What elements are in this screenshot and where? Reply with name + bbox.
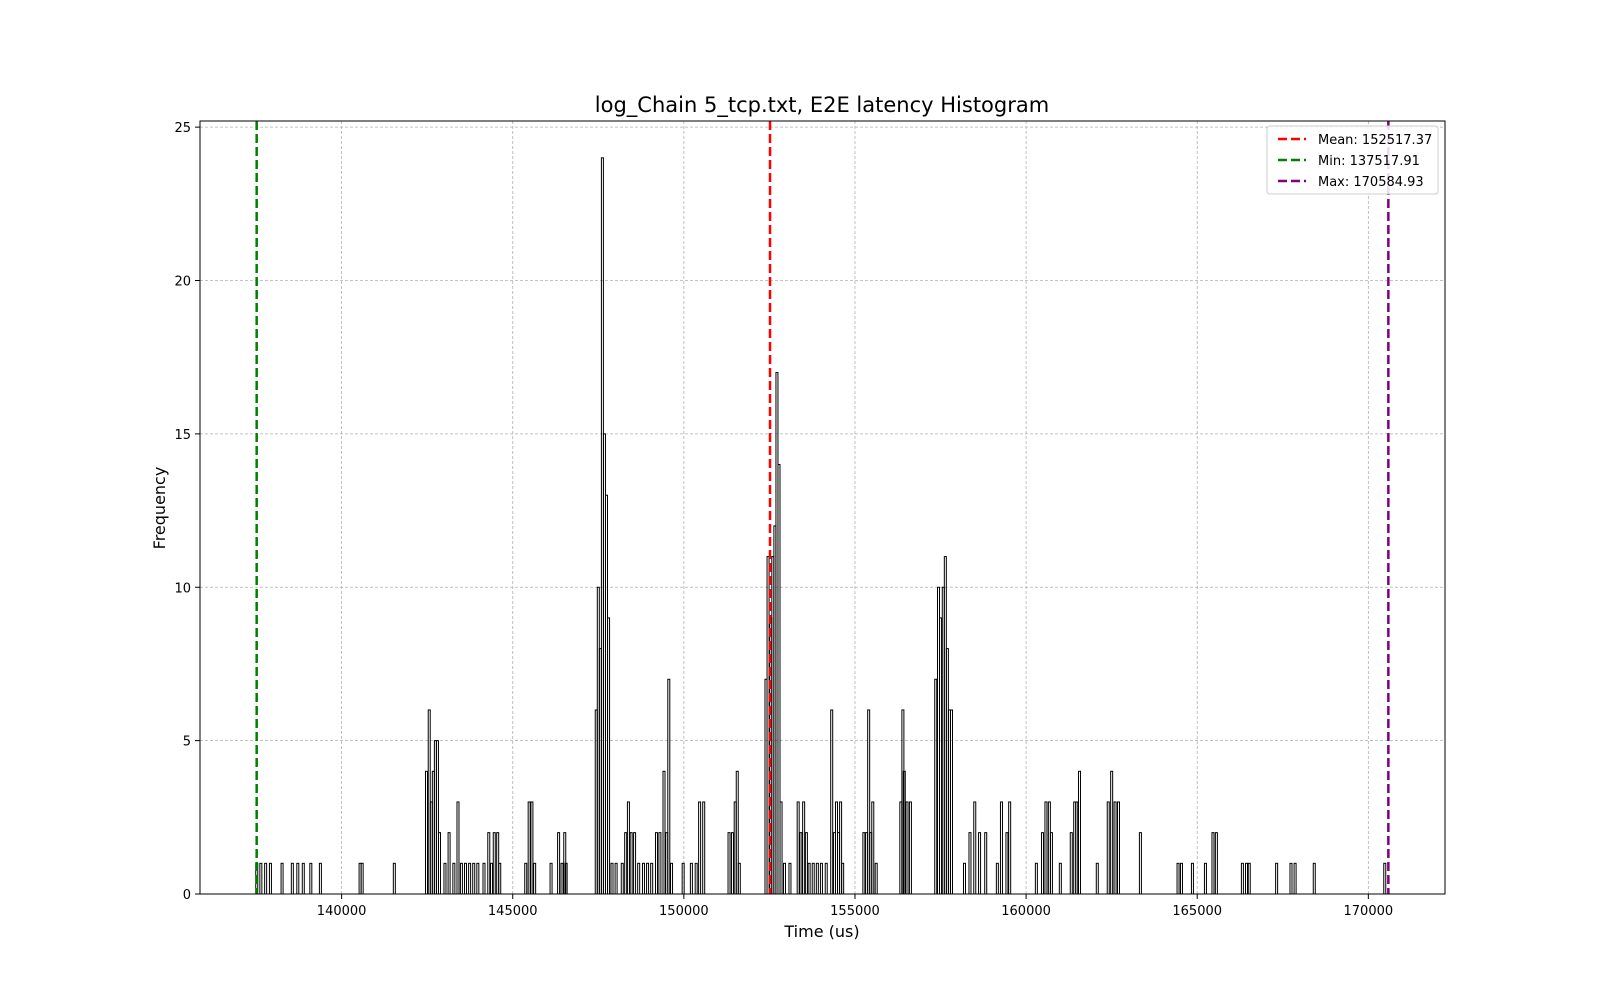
x-tick-label: 145000: [488, 904, 538, 919]
legend-entry: Max: 170584.93: [1318, 175, 1424, 190]
x-tick-label: 150000: [659, 904, 709, 919]
legend-entry: Min: 137517.91: [1318, 154, 1420, 169]
y-tick-label: 15: [174, 428, 191, 443]
legend-box: [1266, 125, 1439, 195]
x-tick-label: 140000: [317, 904, 367, 919]
x-tick-label: 160000: [1001, 904, 1051, 919]
reference-lines: [255, 121, 1390, 894]
y-tick-label: 10: [174, 581, 191, 596]
x-tick-label: 165000: [1172, 904, 1222, 919]
legend-entry: Mean: 152517.37: [1318, 133, 1432, 148]
y-axis: 0 5 10 15 20 25: [174, 121, 200, 903]
x-tick-label: 155000: [830, 904, 880, 919]
chart-title: log_Chain 5_tcp.txt, E2E latency Histogr…: [595, 93, 1049, 118]
y-axis-label: Frequency: [150, 467, 169, 550]
y-tick-label: 5: [183, 735, 191, 750]
x-tick-label: 170000: [1344, 904, 1394, 919]
y-tick-label: 25: [174, 121, 191, 136]
x-axis-label: Time (us): [783, 922, 859, 941]
x-axis: 140000 145000 150000 155000 160000 165000 1700…: [317, 894, 1393, 919]
legend: Mean: 152517.37 Min: 137517.91 Max: 170584…: [1266, 125, 1439, 195]
plot-frame: [199, 120, 1446, 895]
y-tick-label: 20: [174, 275, 191, 290]
y-tick-label: 0: [183, 888, 191, 903]
